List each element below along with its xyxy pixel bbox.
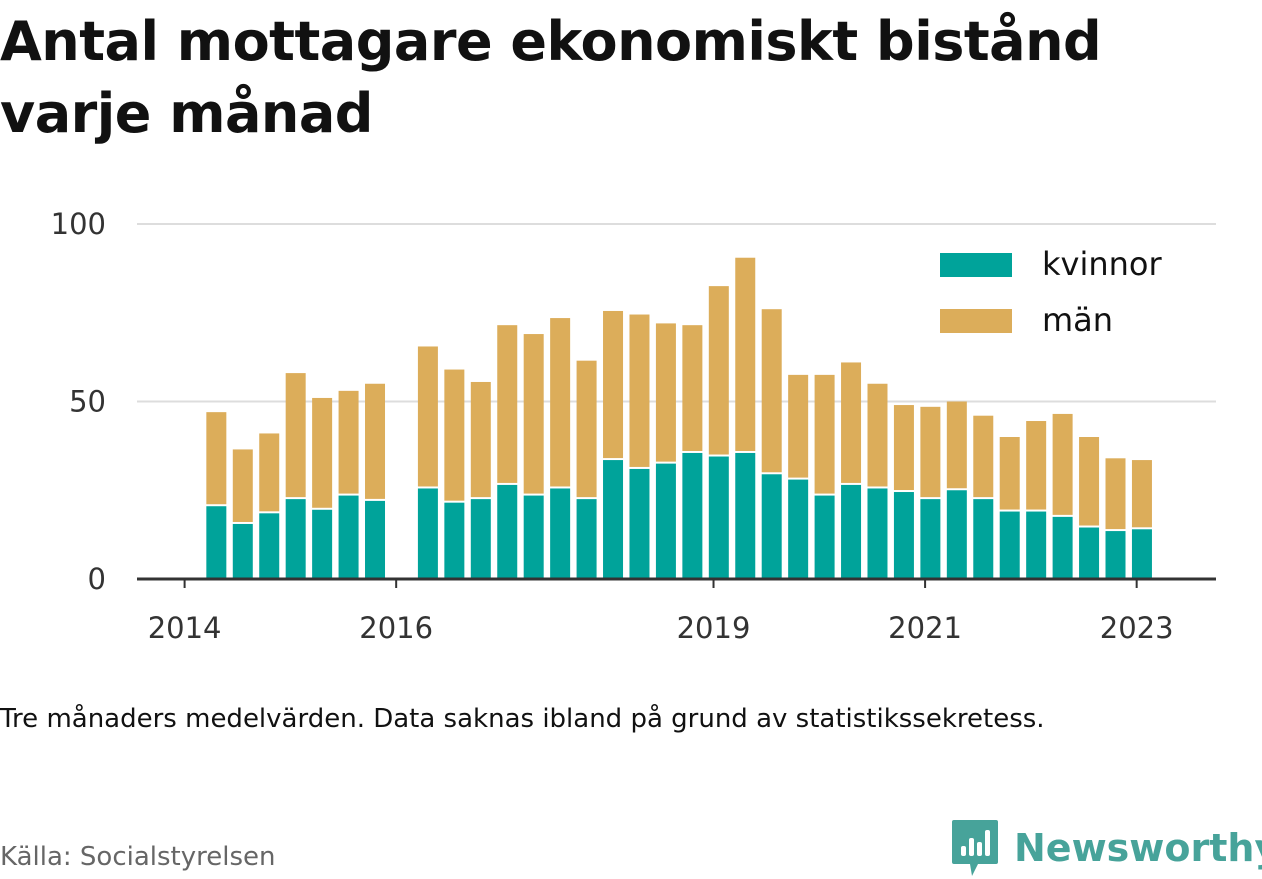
bar-kvinnor [417,488,438,579]
bar-man [576,360,597,498]
bar-kvinnor [841,484,862,579]
bar-kvinnor [285,499,306,579]
x-tick-label: 2019 [677,611,751,645]
source-credit: Källa: Socialstyrelsen [0,842,276,872]
bar-kvinnor [1131,529,1152,579]
bars [206,257,1152,579]
bar-kvinnor [999,511,1020,579]
bar-man [867,383,888,487]
bar-kvinnor [788,479,809,579]
bar-kvinnor [946,490,967,579]
bar-man [232,449,253,522]
bar-kvinnor [550,488,571,579]
bar-man [1079,437,1100,526]
bar-kvinnor [708,456,729,579]
x-tick-label: 2023 [1100,611,1174,645]
bar-man [338,390,359,494]
bar-man [841,362,862,483]
bar-man [417,346,438,487]
bar-man [285,373,306,498]
bar-kvinnor [338,495,359,579]
bar-man [655,323,676,462]
bar-man [206,412,227,505]
axes: 0 50 100 2014 2016 2019 2021 2023 [51,207,1216,645]
bar-man [708,286,729,455]
bar-man [497,325,518,483]
legend-label: män [1042,301,1113,339]
bar-kvinnor [867,488,888,579]
bar-kvinnor [973,499,994,579]
bar-man [1105,458,1126,530]
bar-man [603,310,624,459]
bar-kvinnor [629,468,650,579]
y-tick-label: 50 [69,385,106,419]
bar-kvinnor [761,474,782,579]
bar-kvinnor [603,460,624,579]
bar-man [523,334,544,494]
bar-kvinnor [497,484,518,579]
legend-swatch [940,253,1012,277]
bar-man [735,257,756,451]
bar-man [259,433,280,512]
bar-kvinnor [312,509,333,579]
bar-kvinnor [523,495,544,579]
bar-man [1026,421,1047,510]
bar-man [365,383,386,499]
bar-man [946,401,967,489]
bar-kvinnor [470,499,491,579]
bar-man [893,405,914,491]
bar-kvinnor [1105,531,1126,579]
bar-kvinnor [1052,516,1073,579]
legend-swatch [940,309,1012,333]
bar-man [761,309,782,473]
newsworthy-logo-icon [952,820,998,876]
x-tick-label: 2016 [359,611,433,645]
brand-name: Newsworthy [1014,826,1262,870]
x-tick-label: 2014 [148,611,222,645]
bar-kvinnor [655,463,676,579]
bar-man [550,318,571,487]
legend-label: kvinnor [1042,245,1163,283]
bar-kvinnor [735,452,756,579]
bar-man [682,325,703,451]
bar-man [629,314,650,467]
bar-kvinnor [893,492,914,579]
bar-kvinnor [576,499,597,579]
chart-title: Antal mottagare ekonomiskt bistånd varje… [0,10,1102,145]
bar-man [1131,460,1152,528]
bar-kvinnor [920,499,941,579]
bar-man [920,406,941,498]
bar-kvinnor [232,523,253,579]
bar-kvinnor [444,502,465,579]
bar-man [470,381,491,498]
bar-kvinnor [682,452,703,579]
bar-kvinnor [1026,511,1047,579]
bar-man [973,415,994,498]
chart-note: Tre månaders medelvärden. Data saknas ib… [0,704,1045,734]
y-tick-label: 100 [51,207,106,241]
bar-kvinnor [814,495,835,579]
legend: kvinnor män [940,245,1163,339]
bar-kvinnor [259,513,280,579]
bar-kvinnor [365,500,386,579]
bar-man [444,369,465,501]
bar-man [1052,413,1073,515]
bar-man [788,374,809,478]
x-tick-label: 2021 [888,611,962,645]
brand-logo: Newsworthy [950,818,1262,878]
bar-kvinnor [1079,527,1100,579]
bar-man [312,397,333,508]
bar-kvinnor [206,506,227,579]
y-tick-label: 0 [88,562,106,596]
bar-man [999,437,1020,510]
bar-man [814,374,835,494]
stacked-bar-chart: 0 50 100 2014 2016 2019 2021 2023 kvinnor män [51,207,1216,645]
